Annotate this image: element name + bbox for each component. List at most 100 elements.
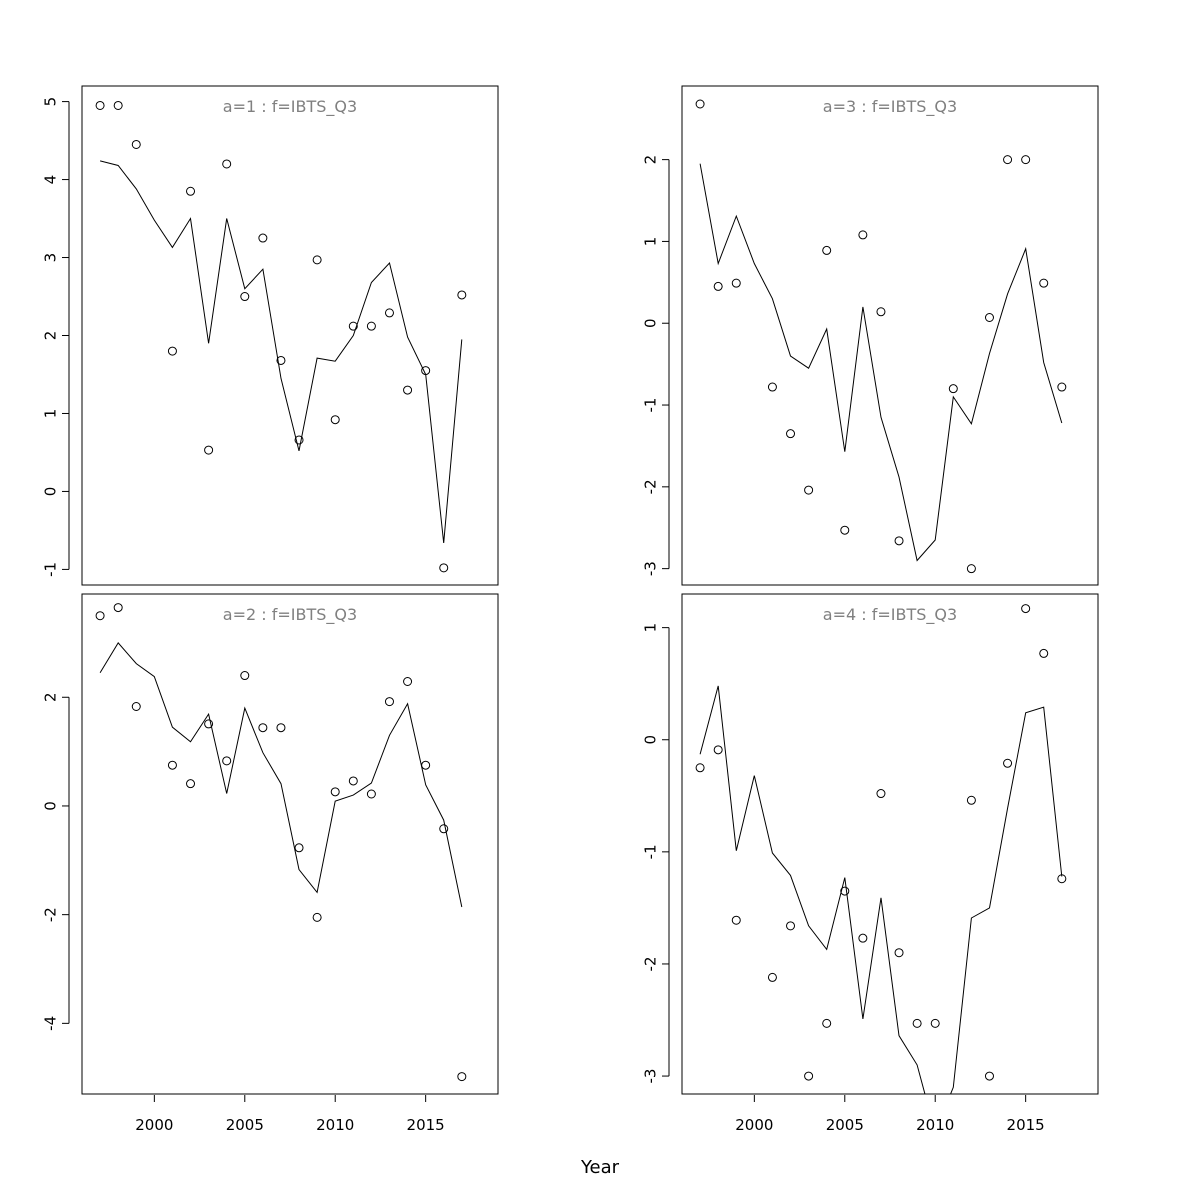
data-point-2002 (186, 186, 196, 196)
x-tick-label: 2005 (226, 1116, 264, 1134)
plot-frame (681, 85, 1099, 586)
data-point-2007 (876, 789, 886, 799)
data-point-2014 (403, 385, 413, 395)
y-tick-label: 0 (42, 487, 60, 497)
data-point-2015 (1021, 604, 1031, 614)
fitted-line (699, 163, 1063, 562)
data-point-2016 (1039, 648, 1049, 658)
data-point-1999 (131, 702, 141, 711)
data-point-1997 (695, 763, 705, 773)
y-tick-label: -3 (642, 1069, 660, 1084)
figure-x-axis-label: Year (580, 1157, 620, 1178)
data-point-2016 (1039, 278, 1049, 288)
data-point-2009 (312, 255, 322, 265)
data-point-1998 (113, 603, 123, 613)
data-point-2007 (276, 355, 286, 365)
y-tick-label: -2 (642, 956, 660, 971)
data-point-2002 (786, 429, 796, 439)
data-point-2010 (330, 787, 340, 797)
data-point-2005 (240, 292, 250, 302)
panel-title: a=2 : f=IBTS_Q3 (223, 605, 357, 625)
data-point-2014 (403, 677, 413, 686)
data-point-2014 (1003, 758, 1013, 768)
data-point-1999 (131, 139, 141, 149)
data-point-2010 (330, 415, 340, 425)
data-point-2016 (439, 563, 449, 573)
x-tick-label: 2010 (916, 1116, 954, 1134)
data-point-2013 (984, 1071, 994, 1081)
data-point-2012 (966, 795, 976, 805)
data-point-2010 (930, 1018, 940, 1028)
y-tick-label: -3 (642, 561, 660, 576)
data-point-2001 (167, 346, 177, 356)
data-point-2005 (840, 886, 850, 896)
data-point-2014 (1003, 155, 1013, 165)
data-point-2009 (312, 912, 322, 922)
data-point-2004 (822, 1018, 832, 1028)
y-tick-label: 1 (642, 237, 660, 247)
data-point-1998 (713, 281, 723, 291)
data-point-2003 (204, 445, 214, 455)
data-point-2008 (894, 536, 904, 546)
data-point-2003 (804, 1071, 814, 1081)
data-point-2009 (912, 1018, 922, 1028)
data-point-1997 (95, 100, 105, 110)
plot-frame (81, 593, 499, 1095)
data-point-2002 (786, 921, 796, 931)
data-point-2006 (858, 230, 868, 240)
x-tick-label: 2000 (135, 1116, 173, 1134)
data-point-2017 (457, 1072, 467, 1082)
data-point-2012 (366, 789, 376, 799)
x-tick-label: 2015 (407, 1116, 445, 1134)
panels-group: a=1 : f=IBTS_Q3 -1 0 1 2 3 4 5 a=3 : f=IBTS_Q3 -3… (42, 85, 1099, 1134)
y-tick-label: -4 (42, 1016, 60, 1031)
data-point-1998 (113, 100, 123, 110)
data-point-2006 (258, 233, 268, 243)
data-point-2015 (1021, 155, 1031, 165)
panel-title: a=3 : f=IBTS_Q3 (823, 97, 957, 117)
data-point-2001 (767, 382, 777, 392)
panel-4: a=4 : f=IBTS_Q3 -3 -2 -1 0 1 2000 2005 2010 2015 (642, 593, 1099, 1134)
y-tick-label: 0 (642, 735, 660, 745)
data-point-2012 (966, 564, 976, 574)
data-point-1998 (713, 745, 723, 755)
data-point-2013 (384, 308, 394, 318)
y-tick-label: 1 (642, 623, 660, 633)
data-point-2005 (240, 671, 250, 681)
y-tick-label: 3 (42, 253, 60, 263)
panel-2: a=3 : f=IBTS_Q3 -3 -2 -1 0 1 2 (642, 85, 1099, 586)
y-tick-label: 2 (42, 331, 60, 341)
fitted-line (99, 642, 463, 908)
x-tick-label: 2015 (1007, 1116, 1045, 1134)
data-point-2001 (167, 760, 177, 770)
data-point-2013 (384, 697, 394, 707)
y-tick-label: 1 (42, 409, 60, 419)
data-point-2012 (366, 321, 376, 331)
plot-frame (81, 85, 499, 586)
y-tick-label: -1 (42, 562, 60, 577)
data-point-2013 (984, 313, 994, 323)
y-tick-label: -1 (642, 844, 660, 859)
data-point-2006 (258, 723, 268, 733)
panel-title: a=4 : f=IBTS_Q3 (823, 605, 957, 625)
data-point-2017 (1057, 382, 1067, 392)
data-point-2011 (348, 321, 358, 331)
data-point-2003 (204, 719, 214, 729)
data-point-2011 (948, 384, 958, 394)
y-tick-label: 2 (642, 155, 660, 165)
y-tick-label: 0 (42, 801, 60, 811)
data-point-2016 (439, 824, 449, 834)
y-tick-label: 4 (42, 175, 60, 185)
data-point-1999 (731, 915, 741, 925)
data-point-2008 (294, 843, 304, 853)
y-tick-label: -2 (642, 479, 660, 494)
data-point-2015 (421, 760, 431, 770)
data-point-2011 (348, 776, 358, 786)
data-point-2006 (858, 933, 868, 943)
y-tick-label: -2 (42, 907, 60, 922)
data-point-2007 (876, 307, 886, 317)
data-point-2008 (294, 435, 304, 445)
data-point-2007 (276, 723, 286, 733)
data-point-1997 (695, 99, 705, 109)
